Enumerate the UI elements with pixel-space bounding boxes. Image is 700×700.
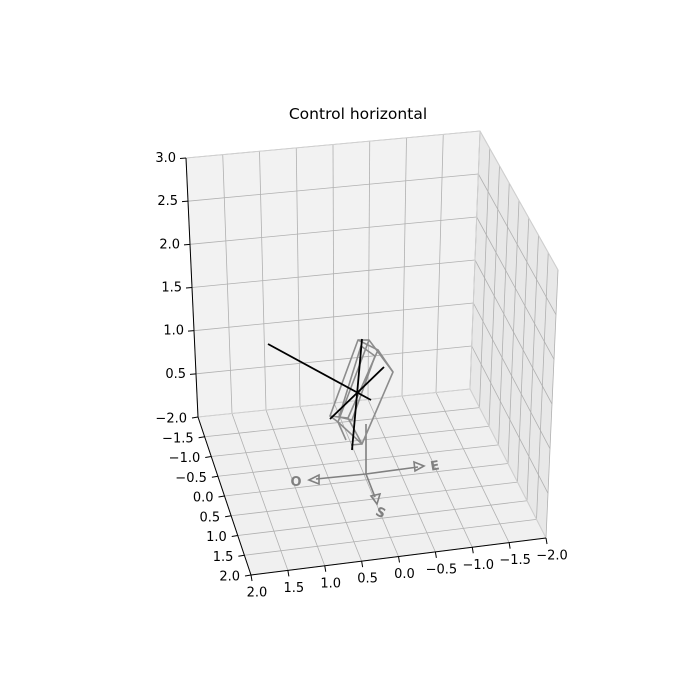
vector-3 [329, 366, 385, 420]
vector-1 [267, 343, 372, 401]
z-tick-mark [181, 200, 189, 203]
z-tick-mark [187, 330, 195, 332]
x-gridline-back [222, 154, 233, 414]
z-tick-label: 1.0 [163, 324, 184, 339]
y-gridline-floor [204, 407, 480, 438]
compass-west-arrowhead [307, 473, 320, 486]
y-tick-mark [191, 416, 199, 419]
y-tick-label: 0.5 [199, 510, 220, 525]
y-gridline-floor [237, 500, 528, 536]
wireframe-body [329, 339, 394, 446]
z-tick-label: 2.5 [157, 194, 178, 209]
x-tick-label: −1.0 [462, 558, 494, 573]
x-tick-mark [324, 565, 327, 572]
x-tick-label: −2.0 [536, 549, 568, 564]
x-tick-label: 1.0 [320, 576, 341, 591]
x-tick-label: 0.5 [357, 572, 378, 587]
x-tick-mark [508, 542, 511, 549]
x-gridline-back [367, 141, 371, 400]
direction-vectors [267, 338, 385, 451]
y-gridline-floor [217, 444, 499, 477]
z-tick-label: 0.5 [165, 367, 186, 382]
y-tick-mark [211, 475, 218, 478]
z-tick-mark [183, 243, 191, 246]
y-tick-label: 0.0 [193, 491, 214, 506]
y-tick-mark [205, 456, 212, 458]
x-tick-label: 1.5 [284, 581, 305, 596]
tick-labels: 0.5 1.0 1.5 2.0 2.5 3.0 −2.0 −1.5 −1.0 −0.5 0.0 0.5… [155, 151, 567, 601]
x-tick-mark [398, 556, 400, 563]
z-tick-label: 1.5 [161, 281, 182, 296]
x-tick-mark [545, 537, 548, 545]
y-gridline-floor [211, 425, 490, 457]
compass-south-arrow [365, 473, 376, 498]
y-gridline-right [479, 148, 491, 408]
z-tick-label: 2.0 [159, 237, 180, 252]
y-tick-label: 1.0 [206, 530, 227, 545]
x-tick-mark [471, 547, 474, 554]
y-tick-label: −1.5 [162, 431, 194, 446]
x-gridline-back [332, 144, 335, 404]
compass-south-arrowhead [369, 492, 382, 506]
compass-east-arrow [365, 466, 419, 475]
z-tick-label: 3.0 [155, 151, 176, 166]
x-tick-mark [250, 574, 253, 582]
x-tick-label: 0.0 [394, 567, 415, 582]
pane-edges [185, 130, 559, 539]
compass-label-east: E [429, 458, 440, 474]
y-gridline-right [536, 252, 549, 520]
compass-east-arrowhead [413, 460, 426, 473]
z-tick-mark [189, 373, 197, 375]
x-tick-label: 2.0 [247, 586, 268, 601]
y-tick-mark [244, 574, 252, 577]
y-gridline-right [488, 165, 500, 427]
z-tick-mark [179, 157, 187, 159]
x-gridline-back [435, 134, 444, 393]
x-tick-mark [361, 561, 364, 568]
tick-marks [179, 157, 548, 582]
vector-2 [351, 338, 363, 451]
y-tick-mark [218, 495, 225, 498]
x-gridline-back [401, 137, 407, 397]
y-tick-label: −2.0 [155, 412, 187, 427]
y-gridline-floor [244, 518, 537, 556]
y-tick-label: −1.0 [169, 451, 201, 466]
right-pane [470, 131, 558, 538]
y-gridline-right [545, 269, 559, 539]
y-tick-label: 2.0 [219, 570, 240, 585]
x-tick-mark [287, 570, 290, 577]
chart-title: Control horizontal [289, 105, 427, 123]
y-gridline-right [517, 217, 530, 483]
compass [307, 424, 426, 506]
x-gridline-back [259, 151, 267, 411]
y-gridline-right [498, 183, 510, 445]
y-gridline-right [507, 200, 520, 464]
compass-west-arrow [315, 473, 367, 480]
y-tick-label: −0.5 [175, 471, 207, 486]
y-tick-mark [231, 535, 238, 537]
y-tick-label: 1.5 [213, 550, 234, 565]
z-tick-mark [185, 287, 193, 289]
y-gridline-floor [231, 481, 518, 517]
x-tick-label: −0.5 [426, 562, 458, 577]
y-gridline-right [526, 235, 539, 501]
y-tick-mark [225, 515, 232, 518]
y-tick-mark [198, 436, 205, 439]
compass-label-west: O [290, 475, 301, 490]
x-gridline-back [295, 147, 301, 407]
x-tick-mark [434, 551, 437, 558]
gridlines [185, 130, 559, 576]
y-gridline-floor [224, 463, 509, 497]
y-tick-mark [238, 554, 245, 557]
x-tick-label: −1.5 [499, 553, 531, 568]
